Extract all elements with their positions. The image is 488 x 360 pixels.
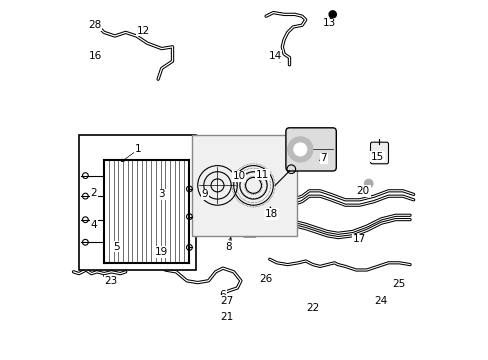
Circle shape [364, 179, 372, 188]
Bar [79, 135, 196, 270]
Text: 7: 7 [320, 153, 326, 163]
Text: 25: 25 [392, 279, 405, 289]
Text: 24: 24 [374, 296, 387, 306]
Text: 8: 8 [224, 242, 231, 252]
Text: 16: 16 [88, 51, 102, 61]
Text: 9: 9 [201, 189, 208, 199]
Text: 15: 15 [370, 152, 384, 162]
Circle shape [293, 143, 306, 156]
Text: 2: 2 [90, 188, 97, 198]
Text: 23: 23 [104, 276, 118, 286]
Text: 1: 1 [135, 144, 142, 154]
Text: 12: 12 [137, 26, 150, 36]
Text: 4: 4 [90, 220, 97, 230]
Text: 11: 11 [255, 170, 268, 180]
Text: 28: 28 [88, 20, 102, 30]
Text: 26: 26 [259, 274, 272, 284]
Text: 17: 17 [352, 234, 366, 244]
Text: 27: 27 [220, 296, 233, 306]
Text: 20: 20 [356, 186, 369, 196]
Circle shape [91, 20, 99, 27]
FancyBboxPatch shape [370, 142, 387, 164]
Text: 6: 6 [219, 290, 226, 300]
Bar [192, 135, 296, 236]
FancyBboxPatch shape [285, 128, 336, 171]
Text: 18: 18 [264, 209, 278, 219]
Text: 19: 19 [155, 247, 168, 257]
Text: 22: 22 [305, 303, 319, 313]
Text: 13: 13 [322, 18, 335, 28]
Text: 10: 10 [232, 171, 245, 181]
Text: 3: 3 [158, 189, 164, 199]
Text: 5: 5 [113, 242, 120, 252]
Circle shape [287, 137, 312, 162]
Text: 21: 21 [220, 312, 233, 322]
Circle shape [328, 11, 336, 18]
Text: 14: 14 [268, 51, 281, 61]
